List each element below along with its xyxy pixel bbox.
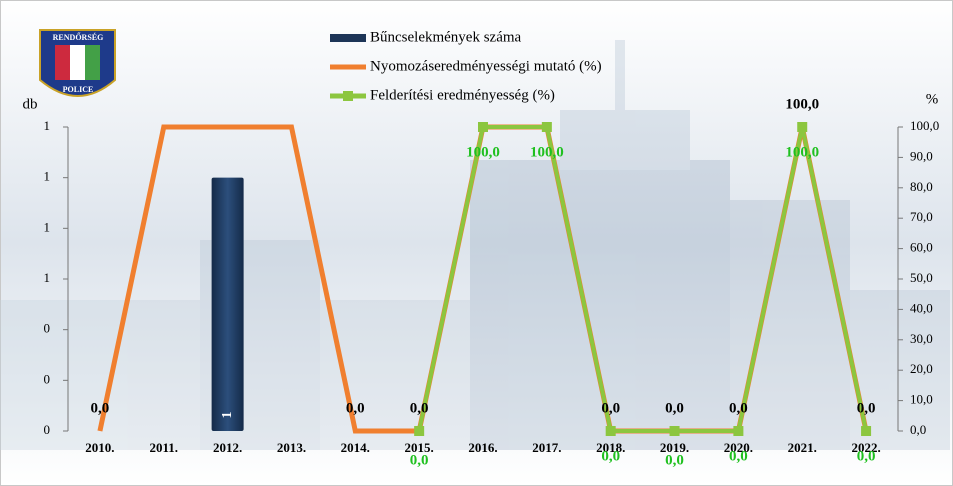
y-tick-label: 1 [44, 270, 51, 285]
x-tick-label: 2013. [277, 440, 306, 455]
data-label: 0,0 [91, 400, 110, 416]
line-marker [478, 122, 488, 132]
logo: RENDŐRSÉG POLICE [39, 29, 116, 97]
legend-label: Nyomozáseredményességi mutató (%) [370, 58, 602, 74]
x-tick-label: 2019. [660, 440, 689, 455]
y2-tick-label: 20,0 [910, 361, 933, 376]
data-label: 0,0 [410, 452, 429, 468]
line-marker [733, 426, 744, 436]
x-tick-label: 2014. [341, 440, 370, 455]
data-label: 0,0 [857, 400, 876, 416]
legend-swatch [330, 34, 366, 42]
y2-tick-label: 60,0 [910, 240, 933, 255]
line-marker [605, 426, 616, 436]
data-label: 0,0 [601, 448, 620, 464]
line-series [417, 125, 869, 433]
y-tick-label: 0 [44, 371, 51, 386]
legend-label: Felderítési eredményesség (%) [370, 87, 555, 103]
y2-tick-label: 50,0 [910, 270, 933, 285]
y2-tick-label: 100,0 [910, 118, 939, 133]
legend-swatch [343, 91, 353, 101]
legend-label: Bűncselekmények száma [370, 29, 522, 45]
y2-tick-label: 0,0 [910, 422, 926, 437]
y2-tick-label: 10,0 [910, 392, 933, 407]
y2-tick-label: 80,0 [910, 179, 933, 194]
data-label: 0,0 [346, 400, 365, 416]
bar-value-label: 1 [220, 412, 235, 419]
bar [211, 177, 244, 431]
y-tick-label: 0 [44, 422, 51, 437]
data-label: 100,0 [785, 144, 819, 160]
data-label: 0,0 [410, 400, 429, 416]
data-label: 0,0 [665, 400, 684, 416]
line-marker [541, 122, 552, 132]
x-tick-label: 2017. [532, 440, 561, 455]
y-tick-label: 1 [44, 118, 51, 133]
x-tick-label: 2012. [213, 440, 242, 455]
y-tick-label: 1 [44, 219, 51, 234]
x-tick-label: 2021. [788, 440, 817, 455]
data-label: 0,0 [729, 400, 748, 416]
data-label: 0,0 [857, 448, 876, 464]
line-marker [669, 426, 680, 436]
y2-tick-label: 70,0 [910, 209, 933, 224]
line-marker [797, 122, 808, 132]
data-label: 100,0 [530, 144, 564, 160]
y2-tick-label: 30,0 [910, 331, 933, 346]
line-marker [414, 426, 425, 436]
y2-tick-label: 90,0 [910, 148, 933, 163]
x-tick-label: 2020. [724, 440, 753, 455]
x-tick-label: 2011. [149, 440, 178, 455]
y-tick-label: 1 [44, 169, 51, 184]
data-label: 0,0 [601, 400, 620, 416]
y-tick-label: 0 [44, 321, 51, 336]
logo-top: RENDŐRSÉG [53, 32, 104, 42]
x-tick-label: 2015. [405, 440, 434, 455]
x-tick-label: 2022. [851, 440, 880, 455]
y2-tick-label: 40,0 [910, 300, 933, 315]
data-label: 100,0 [466, 144, 500, 160]
data-label: 0,0 [729, 448, 748, 464]
data-label: 100,0 [785, 96, 819, 112]
y-axis-label: db [23, 96, 38, 112]
y2-axis-label: % [926, 91, 939, 107]
line-marker [861, 426, 872, 436]
x-tick-label: 2018. [596, 440, 625, 455]
x-tick-label: 2016. [468, 440, 497, 455]
logo-bottom: POLICE [63, 85, 94, 94]
data-label: 0,0 [665, 452, 684, 468]
x-tick-label: 2010. [85, 440, 114, 455]
